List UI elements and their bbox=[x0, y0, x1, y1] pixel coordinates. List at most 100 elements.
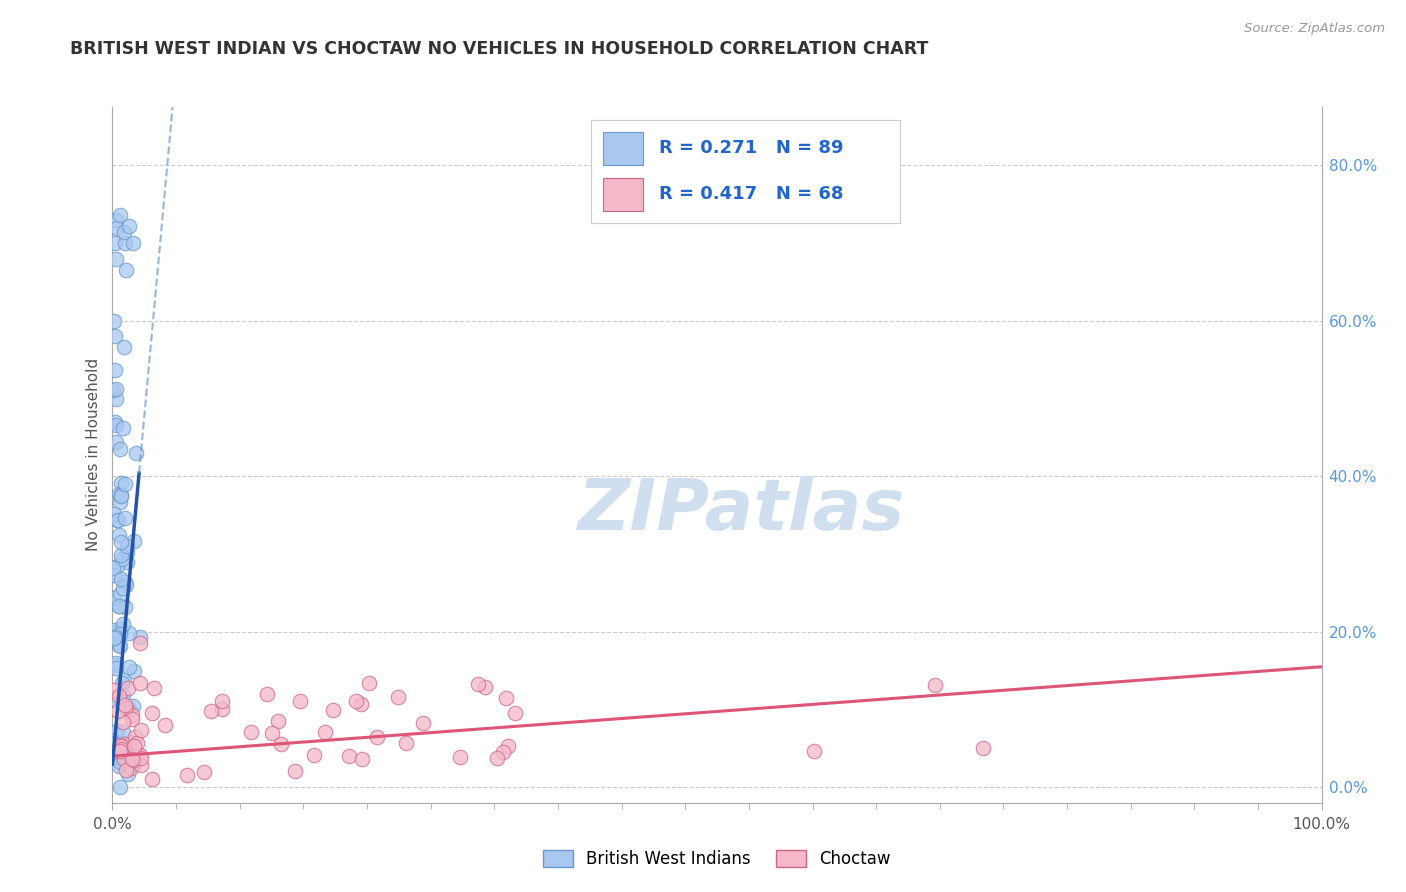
Point bbox=[322, 703, 344, 717]
Point bbox=[350, 697, 373, 711]
Text: R = 0.417   N = 68: R = 0.417 N = 68 bbox=[658, 186, 844, 203]
Point bbox=[114, 511, 136, 525]
Point bbox=[110, 534, 132, 549]
Point bbox=[115, 578, 138, 592]
Point bbox=[129, 747, 152, 762]
Point bbox=[105, 220, 128, 235]
Point bbox=[101, 745, 124, 759]
Point bbox=[118, 735, 141, 749]
Point bbox=[124, 446, 146, 460]
Point bbox=[105, 723, 128, 738]
Point bbox=[110, 694, 132, 708]
Point bbox=[107, 513, 129, 527]
Point bbox=[115, 263, 138, 277]
Legend: British West Indians, Choctaw: British West Indians, Choctaw bbox=[537, 843, 897, 874]
Point bbox=[121, 752, 143, 766]
Point bbox=[122, 533, 145, 548]
Point bbox=[142, 681, 165, 695]
Point bbox=[117, 767, 139, 781]
Point bbox=[114, 235, 136, 250]
Point bbox=[112, 673, 135, 687]
Point bbox=[101, 383, 124, 397]
Point bbox=[101, 623, 124, 637]
Point bbox=[120, 761, 142, 775]
Point bbox=[105, 392, 128, 406]
Point bbox=[118, 626, 141, 640]
Point bbox=[211, 702, 233, 716]
Point bbox=[129, 750, 152, 764]
Point bbox=[118, 660, 141, 674]
Point bbox=[108, 739, 131, 753]
Point bbox=[366, 730, 388, 744]
Point bbox=[114, 476, 136, 491]
Point bbox=[141, 772, 163, 786]
Point bbox=[124, 753, 146, 767]
Point bbox=[110, 548, 132, 562]
Point bbox=[110, 488, 132, 502]
Point bbox=[129, 757, 152, 772]
Point bbox=[103, 733, 125, 747]
Point bbox=[314, 725, 336, 739]
Point bbox=[103, 750, 125, 764]
Y-axis label: No Vehicles in Household: No Vehicles in Household bbox=[86, 359, 101, 551]
Point bbox=[111, 582, 134, 596]
Point bbox=[337, 748, 360, 763]
Point bbox=[110, 476, 132, 491]
Point bbox=[352, 752, 374, 766]
Point bbox=[111, 552, 134, 566]
Point bbox=[110, 626, 132, 640]
Point bbox=[111, 616, 134, 631]
Point bbox=[262, 726, 284, 740]
Point bbox=[115, 763, 138, 777]
Point bbox=[111, 724, 134, 739]
Point bbox=[107, 486, 129, 500]
Point bbox=[128, 630, 150, 644]
Point bbox=[121, 708, 143, 723]
Point bbox=[498, 739, 520, 753]
Point bbox=[211, 694, 233, 708]
Point bbox=[112, 421, 135, 435]
Point bbox=[108, 780, 131, 794]
Point bbox=[972, 740, 994, 755]
Point bbox=[467, 677, 489, 691]
Point bbox=[108, 690, 131, 704]
Point bbox=[104, 435, 127, 450]
Point bbox=[105, 657, 128, 672]
Point bbox=[110, 622, 132, 636]
Point bbox=[110, 572, 132, 586]
Point bbox=[108, 638, 131, 652]
Text: ZIPatlas: ZIPatlas bbox=[578, 476, 905, 545]
Point bbox=[117, 219, 139, 233]
Point bbox=[111, 688, 134, 702]
Point bbox=[122, 757, 145, 772]
Point bbox=[108, 639, 131, 653]
Point bbox=[110, 489, 132, 503]
Point bbox=[104, 415, 127, 429]
Point bbox=[111, 751, 134, 765]
Point bbox=[110, 739, 132, 754]
Point bbox=[270, 738, 292, 752]
Point bbox=[124, 730, 146, 744]
Point bbox=[104, 236, 127, 251]
Point bbox=[121, 712, 143, 726]
Point bbox=[449, 750, 471, 764]
Point bbox=[240, 725, 263, 739]
Point bbox=[107, 704, 129, 718]
Point bbox=[495, 690, 517, 705]
Point bbox=[104, 329, 127, 343]
Point bbox=[115, 544, 138, 558]
Point bbox=[412, 715, 434, 730]
Point bbox=[357, 676, 380, 690]
Point bbox=[112, 752, 135, 766]
Point bbox=[103, 314, 125, 328]
Point bbox=[104, 625, 127, 640]
Point bbox=[122, 664, 145, 678]
Point bbox=[114, 575, 136, 590]
Point bbox=[108, 528, 131, 542]
Point bbox=[503, 706, 526, 720]
Point bbox=[101, 560, 124, 574]
Point bbox=[112, 745, 135, 759]
Point bbox=[115, 539, 138, 553]
Point bbox=[485, 751, 508, 765]
Point bbox=[115, 555, 138, 569]
